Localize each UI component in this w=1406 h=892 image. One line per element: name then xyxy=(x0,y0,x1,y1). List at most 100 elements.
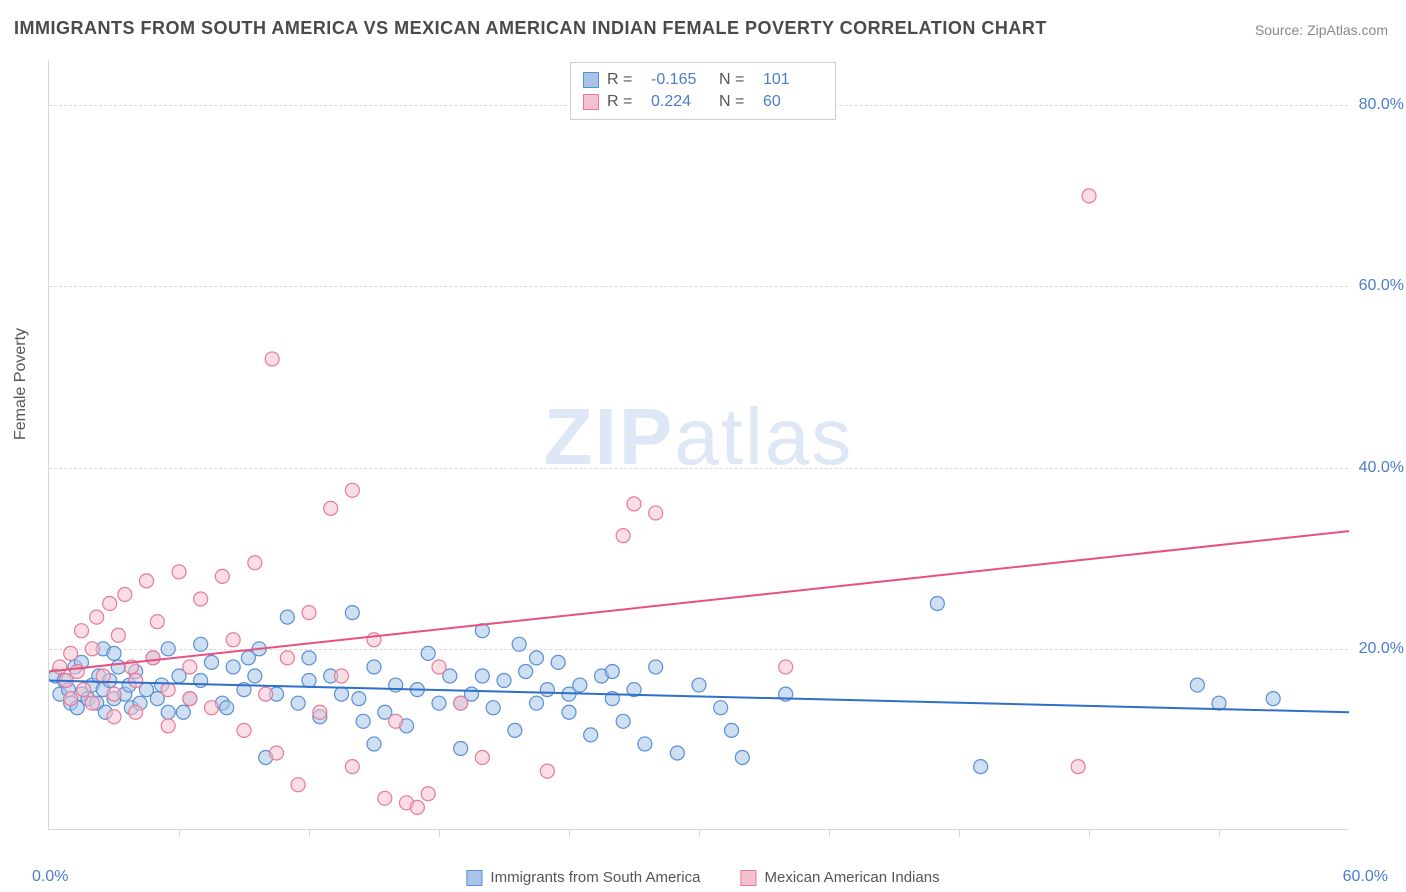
data-point xyxy=(735,751,749,765)
data-point xyxy=(146,651,160,665)
data-point xyxy=(302,606,316,620)
data-point xyxy=(194,637,208,651)
data-point xyxy=(107,646,121,660)
x-tick xyxy=(959,829,960,837)
legend-r-label: R = xyxy=(607,91,643,113)
data-point xyxy=(486,701,500,715)
data-point xyxy=(389,714,403,728)
legend-swatch xyxy=(583,94,599,110)
data-point xyxy=(77,683,91,697)
data-point xyxy=(508,723,522,737)
x-tick xyxy=(1219,829,1220,837)
data-point xyxy=(107,687,121,701)
data-point xyxy=(172,565,186,579)
data-point xyxy=(280,610,294,624)
legend-row: R =-0.165N =101 xyxy=(583,69,823,91)
data-point xyxy=(378,791,392,805)
data-point xyxy=(670,746,684,760)
data-point xyxy=(205,701,219,715)
data-point xyxy=(215,569,229,583)
data-point xyxy=(237,723,251,737)
trend-line xyxy=(49,531,1349,671)
legend-item: Immigrants from South America xyxy=(466,869,700,886)
data-point xyxy=(161,683,175,697)
data-point xyxy=(551,655,565,669)
data-point xyxy=(64,646,78,660)
data-point xyxy=(540,764,554,778)
data-point xyxy=(454,696,468,710)
x-tick-label-min: 0.0% xyxy=(32,868,68,886)
data-point xyxy=(265,352,279,366)
data-point xyxy=(367,737,381,751)
y-tick-label: 20.0% xyxy=(1359,640,1404,658)
data-point xyxy=(530,696,544,710)
data-point xyxy=(64,692,78,706)
data-point xyxy=(692,678,706,692)
data-point xyxy=(432,696,446,710)
data-point xyxy=(530,651,544,665)
legend-n-value: 101 xyxy=(763,69,823,91)
data-point xyxy=(205,655,219,669)
legend-label: Immigrants from South America xyxy=(490,869,700,886)
data-point xyxy=(226,633,240,647)
data-point xyxy=(335,669,349,683)
data-point xyxy=(90,610,104,624)
legend-r-value: 0.224 xyxy=(651,91,711,113)
data-point xyxy=(421,787,435,801)
data-point xyxy=(779,660,793,674)
plot-region: ZIPatlas 20.0%40.0%60.0%80.0% xyxy=(48,60,1348,830)
data-point xyxy=(714,701,728,715)
data-point xyxy=(70,664,84,678)
data-point xyxy=(140,574,154,588)
data-point xyxy=(974,760,988,774)
legend-r-label: R = xyxy=(607,69,643,91)
data-point xyxy=(291,696,305,710)
data-point xyxy=(497,674,511,688)
data-point xyxy=(313,705,327,719)
data-point xyxy=(638,737,652,751)
data-point xyxy=(161,719,175,733)
data-point xyxy=(129,674,143,688)
data-point xyxy=(248,669,262,683)
source-link[interactable]: ZipAtlas.com xyxy=(1307,22,1388,38)
data-point xyxy=(280,651,294,665)
data-point xyxy=(270,746,284,760)
data-point xyxy=(627,497,641,511)
data-point xyxy=(335,687,349,701)
x-tick xyxy=(309,829,310,837)
data-point xyxy=(356,714,370,728)
data-point xyxy=(161,705,175,719)
data-point xyxy=(649,506,663,520)
data-point xyxy=(150,615,164,629)
legend-n-label: N = xyxy=(719,91,755,113)
legend-swatch xyxy=(740,870,756,886)
data-point xyxy=(345,606,359,620)
data-point xyxy=(605,664,619,678)
data-point xyxy=(111,628,125,642)
data-point xyxy=(519,664,533,678)
x-tick xyxy=(1089,829,1090,837)
legend-swatch xyxy=(466,870,482,886)
data-point xyxy=(345,760,359,774)
y-tick-label: 80.0% xyxy=(1359,96,1404,114)
x-tick xyxy=(699,829,700,837)
data-point xyxy=(475,669,489,683)
data-point xyxy=(410,800,424,814)
data-point xyxy=(176,705,190,719)
data-point xyxy=(540,683,554,697)
data-point xyxy=(53,660,67,674)
x-tick xyxy=(829,829,830,837)
data-point xyxy=(248,556,262,570)
data-point xyxy=(324,501,338,515)
data-point xyxy=(584,728,598,742)
y-tick-label: 40.0% xyxy=(1359,459,1404,477)
x-tick xyxy=(179,829,180,837)
data-point xyxy=(367,660,381,674)
data-point xyxy=(352,692,366,706)
y-tick-label: 60.0% xyxy=(1359,277,1404,295)
data-point xyxy=(75,624,89,638)
legend-row: R =0.224N =60 xyxy=(583,91,823,113)
data-point xyxy=(183,660,197,674)
data-point xyxy=(259,687,273,701)
data-point xyxy=(512,637,526,651)
